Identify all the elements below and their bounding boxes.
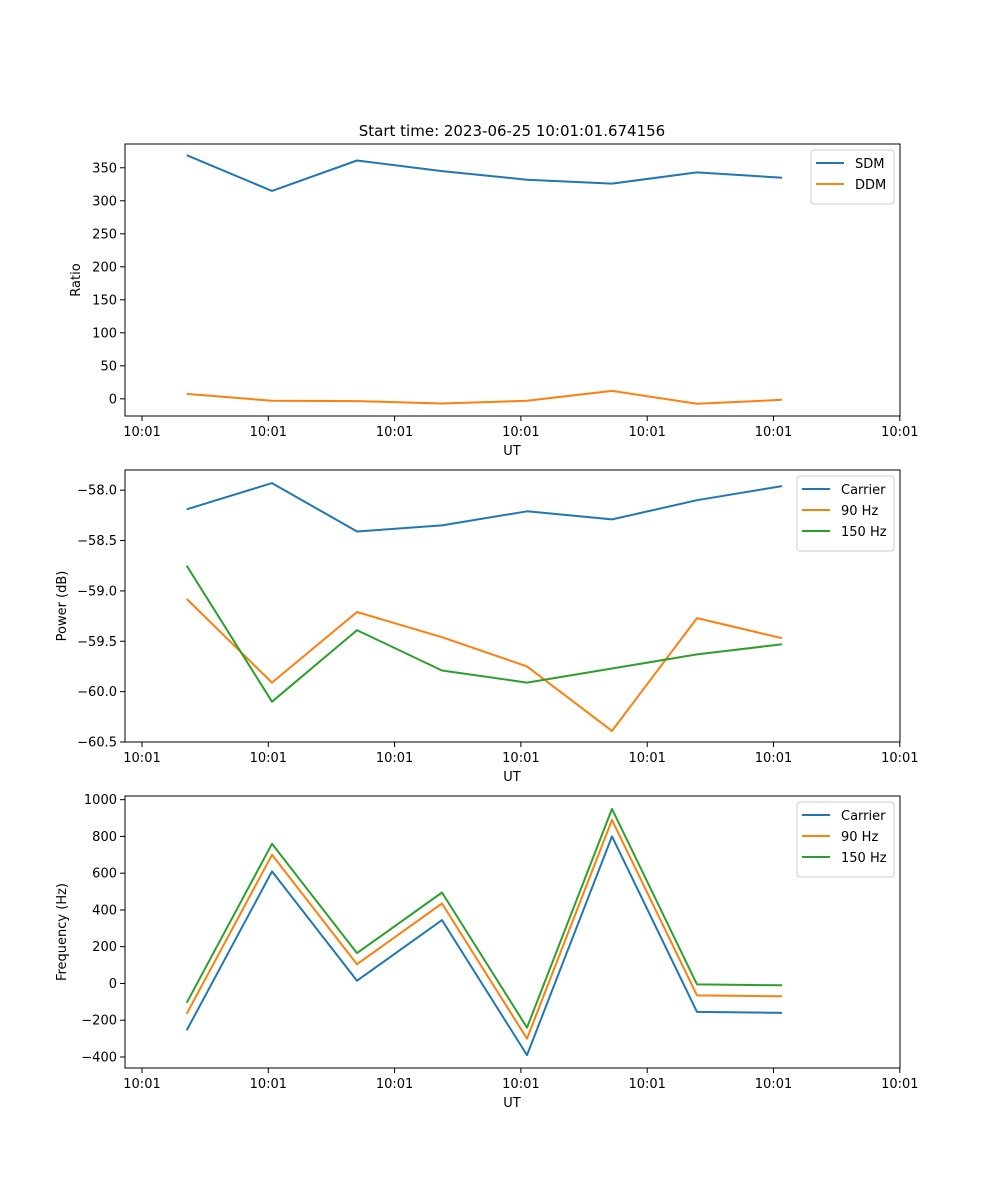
x-tick-label: 10:01 xyxy=(250,425,287,440)
x-tick-label: 10:01 xyxy=(376,751,413,766)
y-tick-label: −59.0 xyxy=(77,584,117,599)
y-axis-label: Frequency (Hz) xyxy=(55,883,70,981)
series-line-150-hz xyxy=(185,565,783,703)
legend-label: 150 Hz xyxy=(841,851,887,866)
legend-label: 90 Hz xyxy=(841,830,878,845)
x-tick-label: 10:01 xyxy=(250,1077,287,1092)
y-tick-label: 300 xyxy=(92,194,117,209)
legend: Carrier 90 Hz 150 Hz xyxy=(796,801,895,878)
legend-label: DDM xyxy=(855,178,886,193)
x-tick-label: 10:01 xyxy=(755,425,792,440)
axes-frame xyxy=(124,469,901,743)
legend-label: Carrier xyxy=(841,809,886,824)
y-tick-label: 1000 xyxy=(84,793,117,808)
series-line-carrier xyxy=(186,482,783,533)
y-tick-label: −200 xyxy=(81,1014,117,1029)
x-tick-label: 10:01 xyxy=(628,1077,665,1092)
axes-frame xyxy=(124,143,901,417)
axes-panel-3: 10:0110:0110:0110:0110:0110:0110:0110:02… xyxy=(55,793,919,1111)
y-tick-label: 200 xyxy=(92,260,117,275)
series-line-ddm xyxy=(186,389,783,405)
x-tick-label: 10:01 xyxy=(376,425,413,440)
y-tick-label: 0 xyxy=(109,977,117,992)
x-tick-label: 10:01 xyxy=(755,751,792,766)
legend-label: Carrier xyxy=(841,483,886,498)
y-tick-label: −400 xyxy=(81,1050,117,1065)
legend: SDM DDM xyxy=(810,149,895,205)
legend-box xyxy=(796,475,895,552)
x-tick-label: 10:01 xyxy=(123,751,160,766)
x-axis-label: UT xyxy=(503,1096,521,1111)
series-line-carrier xyxy=(185,835,783,1057)
y-tick-label: 250 xyxy=(92,227,117,242)
y-tick-label: 600 xyxy=(92,867,117,882)
y-tick-label: 800 xyxy=(92,830,117,845)
y-tick-label: −58.0 xyxy=(77,484,117,499)
y-tick-label: 50 xyxy=(100,359,117,374)
x-tick-label: 10:01 xyxy=(123,425,160,440)
legend-box xyxy=(796,801,895,878)
y-tick-label: 0 xyxy=(109,392,117,407)
series-line-90-hz xyxy=(185,598,783,732)
y-tick-label: −60.5 xyxy=(77,736,117,751)
y-tick-label: 200 xyxy=(92,940,117,955)
x-tick-label: 10:01 xyxy=(250,751,287,766)
axes-panel-2: 10:0110:0110:0110:0110:0110:0110:0110:02… xyxy=(55,469,919,785)
x-tick-label: 10:01 xyxy=(502,751,539,766)
figure-title: Start time: 2023-06-25 10:01:01.674156 xyxy=(359,122,665,140)
x-tick-label: 10:01 xyxy=(502,425,539,440)
x-tick-label: 10:01 xyxy=(628,425,665,440)
axes-panel-1: 10:0110:0110:0110:0110:0110:0110:0110:02… xyxy=(69,143,919,459)
plots: 10:0110:0110:0110:0110:0110:0110:0110:02… xyxy=(55,143,919,1111)
x-tick-label: 10:01 xyxy=(881,425,918,440)
y-tick-label: −59.5 xyxy=(77,635,117,650)
series-line-90-hz xyxy=(185,818,783,1040)
y-axis-label: Ratio xyxy=(69,263,84,296)
y-tick-label: 150 xyxy=(92,293,117,308)
x-tick-label: 10:01 xyxy=(628,751,665,766)
x-tick-label: 10:01 xyxy=(376,1077,413,1092)
legend-label: SDM xyxy=(855,157,884,172)
y-tick-label: 100 xyxy=(92,326,117,341)
x-tick-label: 10:01 xyxy=(881,1077,918,1092)
legend-label: 150 Hz xyxy=(841,525,887,540)
x-axis-label: UT xyxy=(503,444,521,459)
x-tick-label: 10:01 xyxy=(881,751,918,766)
x-tick-label: 10:01 xyxy=(123,1077,160,1092)
series-line-sdm xyxy=(186,154,783,192)
x-axis-label: UT xyxy=(503,770,521,785)
x-tick-label: 10:01 xyxy=(502,1077,539,1092)
y-axis-label: Power (dB) xyxy=(55,571,70,642)
y-tick-label: −58.5 xyxy=(77,534,117,549)
x-tick-label: 10:01 xyxy=(755,1077,792,1092)
legend-label: 90 Hz xyxy=(841,504,878,519)
y-tick-label: 350 xyxy=(92,161,117,176)
series-line-150-hz xyxy=(185,807,783,1029)
y-tick-label: 400 xyxy=(92,903,117,918)
axes-frame xyxy=(124,795,901,1069)
legend: Carrier 90 Hz 150 Hz xyxy=(796,475,895,552)
y-tick-label: −60.0 xyxy=(77,685,117,700)
